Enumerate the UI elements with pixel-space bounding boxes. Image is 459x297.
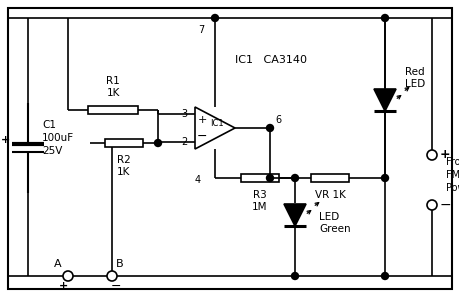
Text: C1
100uF
25V: C1 100uF 25V — [42, 120, 74, 156]
Text: R3
1M: R3 1M — [252, 190, 267, 212]
Text: From
FM Radio
Power supply: From FM Radio Power supply — [445, 157, 459, 193]
Text: −: − — [439, 198, 451, 212]
Text: B: B — [116, 259, 123, 269]
Text: R2
1K: R2 1K — [117, 155, 131, 177]
Circle shape — [381, 175, 388, 181]
Polygon shape — [195, 107, 235, 149]
Bar — [310, 174, 348, 182]
Text: 2: 2 — [180, 137, 187, 147]
Circle shape — [426, 150, 436, 160]
Text: 6: 6 — [274, 115, 280, 125]
Circle shape — [291, 175, 298, 181]
Bar — [88, 106, 137, 114]
Circle shape — [266, 124, 273, 132]
Text: 7: 7 — [197, 25, 204, 35]
Circle shape — [381, 15, 388, 21]
Circle shape — [426, 200, 436, 210]
Text: −: − — [111, 279, 121, 293]
Text: 3: 3 — [180, 109, 187, 119]
Circle shape — [266, 175, 273, 181]
Text: +: + — [1, 135, 11, 145]
Circle shape — [291, 273, 298, 279]
Bar — [105, 139, 142, 147]
Text: −: − — [196, 130, 207, 143]
Text: VR 1K: VR 1K — [314, 190, 345, 200]
Polygon shape — [283, 204, 305, 226]
Polygon shape — [373, 89, 395, 111]
Circle shape — [381, 273, 388, 279]
Circle shape — [63, 271, 73, 281]
Text: +: + — [197, 115, 206, 125]
Text: +: + — [439, 148, 450, 162]
Text: A: A — [54, 259, 62, 269]
Text: IC1   CA3140: IC1 CA3140 — [235, 55, 306, 65]
Circle shape — [107, 271, 117, 281]
Text: LED
Green: LED Green — [318, 212, 350, 234]
Text: 4: 4 — [195, 175, 201, 185]
Circle shape — [211, 15, 218, 21]
Text: Red
LED: Red LED — [404, 67, 424, 89]
Bar — [240, 174, 279, 182]
Circle shape — [154, 140, 161, 146]
Text: +: + — [59, 281, 68, 291]
Text: IC1: IC1 — [210, 119, 224, 129]
Text: R1
1K: R1 1K — [106, 76, 120, 98]
